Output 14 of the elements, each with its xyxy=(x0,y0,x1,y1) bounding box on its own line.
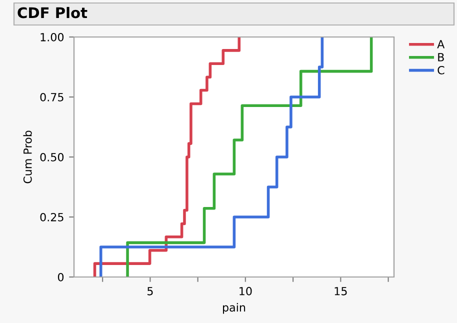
legend-label: B xyxy=(438,53,444,62)
legend-label: C xyxy=(438,66,444,74)
y-axis-title: Cum Prob xyxy=(23,130,32,184)
y-tick-label: 1.00 xyxy=(40,32,64,42)
y-tick-label: 0.25 xyxy=(40,212,64,222)
x-axis-title: pain xyxy=(223,303,246,314)
y-tick-label: 0 xyxy=(58,272,64,282)
legend-label: A xyxy=(437,40,445,48)
x-tick-label: 10 xyxy=(240,286,252,296)
y-tick-label: 0.75 xyxy=(40,92,64,102)
x-tick-label: 5 xyxy=(148,287,153,296)
chart-title: CDF Plot xyxy=(18,6,88,18)
x-tick-label: 15 xyxy=(334,287,347,296)
y-tick-label: 0.50 xyxy=(40,152,64,162)
